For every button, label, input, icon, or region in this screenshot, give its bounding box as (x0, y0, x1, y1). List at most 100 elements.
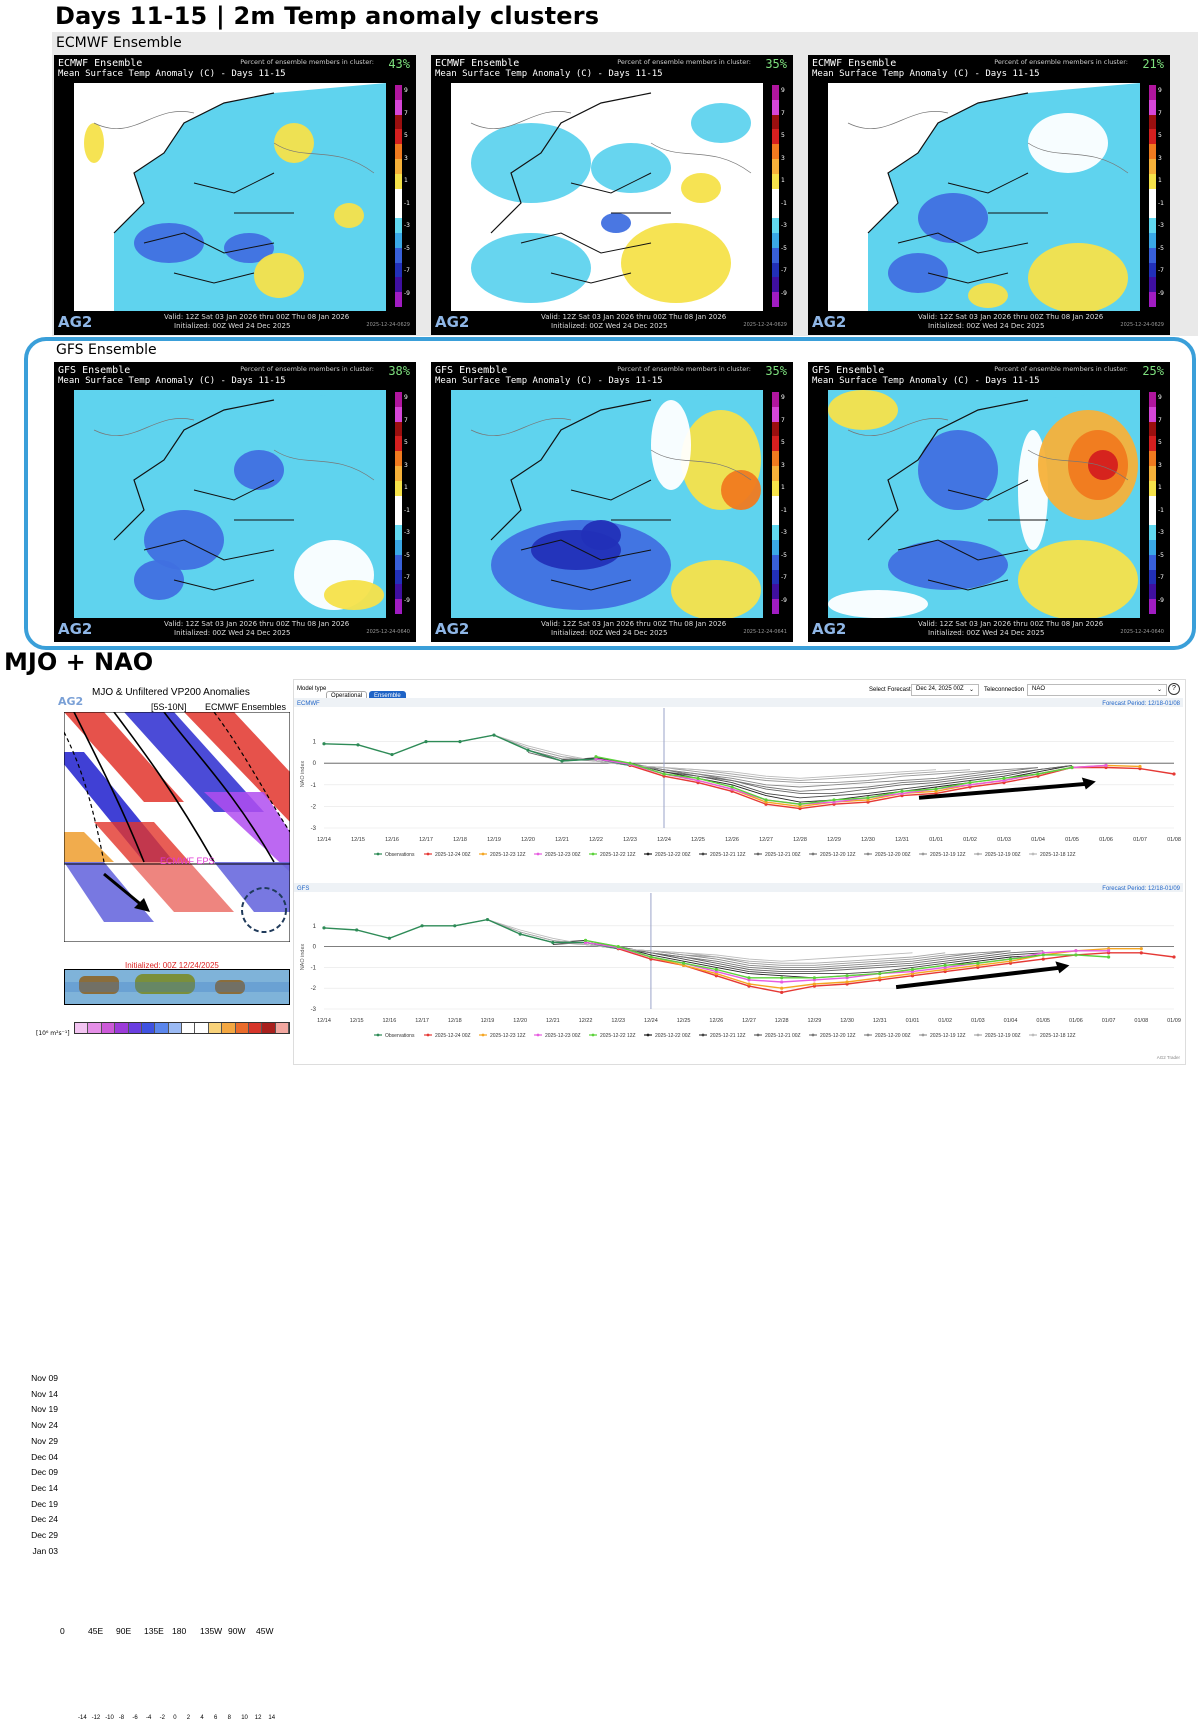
cluster-pct-label: Percent of ensemble members in cluster: (617, 365, 751, 373)
mjo-cbar-tick: -8 (118, 1715, 125, 1721)
legend-marker (536, 1033, 540, 1037)
series-line (323, 918, 619, 950)
mjo-lon-tick: 180 (172, 1626, 187, 1636)
panel-subtitle: Mean Surface Temp Anomaly (C) - Days 11-… (812, 376, 1040, 386)
data-point (1107, 955, 1111, 959)
legend-marker (376, 852, 380, 856)
colorbar-label: -5 (1158, 244, 1164, 252)
data-point (866, 796, 870, 800)
data-point (424, 740, 428, 744)
legend-entry: 2025-12-20 00Z (875, 852, 911, 858)
gfs-cluster-panel-3: GFS Ensemble Mean Surface Temp Anomaly (… (808, 362, 1170, 642)
colorbar (772, 85, 779, 307)
legend-entry: 2025-12-21 12Z (710, 1033, 746, 1039)
y-tick-label: -3 (311, 826, 317, 832)
teleconnection-select[interactable]: NAO ⌄ (1027, 684, 1167, 696)
data-point (628, 761, 632, 765)
vp-negative-band (64, 862, 154, 922)
anomaly-region (888, 253, 948, 293)
y-tick-label: 1 (313, 740, 317, 746)
data-point (1104, 763, 1108, 767)
colorbar-label: 7 (404, 416, 408, 424)
trend-arrow (918, 781, 1090, 800)
forecast-select[interactable]: Dec 24, 2025 00Z ⌄ (911, 684, 979, 696)
anomaly-region (918, 193, 988, 243)
colorbar-label: -7 (781, 574, 787, 581)
legend-marker (866, 1033, 870, 1037)
data-point (594, 755, 598, 759)
colorbar-label: -7 (404, 574, 410, 581)
data-point (662, 772, 666, 776)
vp-positive-band (64, 832, 114, 862)
colorbar-label: 3 (404, 461, 408, 469)
mjo-cbar-tick: -2 (159, 1715, 165, 1721)
colorbar-label: 9 (404, 87, 408, 94)
x-tick-label: 12/14 (317, 837, 331, 843)
legend-entry: 2025-12-18 12Z (1040, 852, 1076, 858)
borders (143, 479, 294, 591)
vp-positive-band (64, 712, 184, 802)
series-line (527, 751, 1073, 794)
legend-marker (536, 852, 540, 856)
mjo-date-tick: Nov 29 (31, 1435, 58, 1446)
mjo-highlight-circle (241, 887, 287, 933)
mjo-date-tick: Jan 03 (32, 1545, 58, 1556)
legend-marker (481, 1033, 485, 1037)
mjo-cbar-tick: -14 (78, 1715, 87, 1721)
y-tick-label: -1 (311, 783, 317, 789)
colorbar-label: 3 (1158, 461, 1162, 469)
legend-entry: 2025-12-19 12Z (930, 1033, 966, 1039)
legend-entry: 2025-12-22 00Z (655, 1033, 691, 1039)
nao-charts-svg: ECMWF Forecast Period: 12/18-01/08 1 0 -1 -2 -… (294, 698, 1183, 1060)
ag2-logo: AG2 (58, 620, 93, 638)
x-tick-label: 01/06 (1069, 1018, 1083, 1024)
x-tick-label: 12/14 (317, 1018, 331, 1024)
x-tick-label: 12/27 (759, 837, 773, 843)
mjo-cbar-tick: 10 (241, 1715, 248, 1721)
panel-model-name: ECMWF Ensemble (58, 58, 143, 69)
x-tick-label: 01/08 (1167, 837, 1181, 843)
colorbar (1149, 85, 1156, 307)
mjo-init: Initialized: 00Z 12/24/2025 (125, 961, 219, 970)
data-point (812, 976, 816, 980)
gfs-cluster-panel-2: GFS Ensemble Mean Surface Temp Anomaly (… (431, 362, 793, 642)
colorbar (395, 85, 402, 307)
data-point (798, 802, 802, 806)
colorbar-label: -5 (781, 244, 787, 252)
colorbar-label: 7 (1158, 109, 1162, 117)
data-point (1041, 953, 1045, 957)
data-point (780, 990, 784, 994)
y-tick-label: -2 (311, 986, 317, 992)
data-point (714, 967, 718, 972)
x-tick-label: 01/05 (1065, 837, 1079, 843)
anomaly-region (324, 580, 384, 610)
data-point (747, 976, 751, 980)
chevron-down-icon: ⌄ (1156, 687, 1162, 693)
x-tick-label: 12/30 (861, 837, 875, 843)
mjo-date-tick: Nov 14 (31, 1388, 58, 1399)
mjo-date-tick: Dec 24 (31, 1514, 58, 1525)
init-time: Initialized: 00Z Wed 24 Dec 2025 (928, 629, 1045, 637)
legend-marker (976, 852, 980, 856)
data-point (900, 789, 904, 793)
series-line (493, 734, 1039, 788)
panel-stamp: 2025-12-24-0629 (1120, 322, 1164, 328)
legend-entry: 2025-12-19 00Z (985, 852, 1021, 858)
coastline (113, 92, 275, 234)
data-point (696, 776, 700, 780)
colorbar-label: -3 (781, 529, 787, 536)
data-point (682, 961, 686, 965)
data-point (780, 976, 784, 980)
cluster-percent: 43% (388, 57, 410, 71)
cluster-percent: 35% (765, 57, 787, 71)
x-tick-label: 12/26 (725, 837, 739, 843)
panel-model-name: GFS Ensemble (58, 365, 131, 376)
help-icon[interactable]: ? (1168, 683, 1180, 695)
anomaly-region (1028, 243, 1128, 311)
ecmwf-cluster-panel-1: ECMWF Ensemble Mean Surface Temp Anomaly… (54, 55, 416, 335)
data-point (356, 743, 360, 747)
cluster-percent: 25% (1142, 364, 1164, 378)
borders (143, 172, 294, 284)
colorbar-label: 3 (1158, 154, 1162, 162)
legend-marker (376, 1033, 380, 1037)
